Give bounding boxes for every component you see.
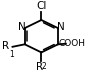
Text: Cl: Cl (36, 1, 47, 11)
Text: COOH: COOH (59, 39, 86, 48)
Text: N: N (18, 22, 26, 32)
Text: R: R (2, 41, 9, 51)
Text: 1: 1 (9, 50, 14, 59)
Text: 2: 2 (42, 62, 46, 71)
Text: N: N (57, 22, 65, 32)
Text: R: R (36, 62, 43, 72)
